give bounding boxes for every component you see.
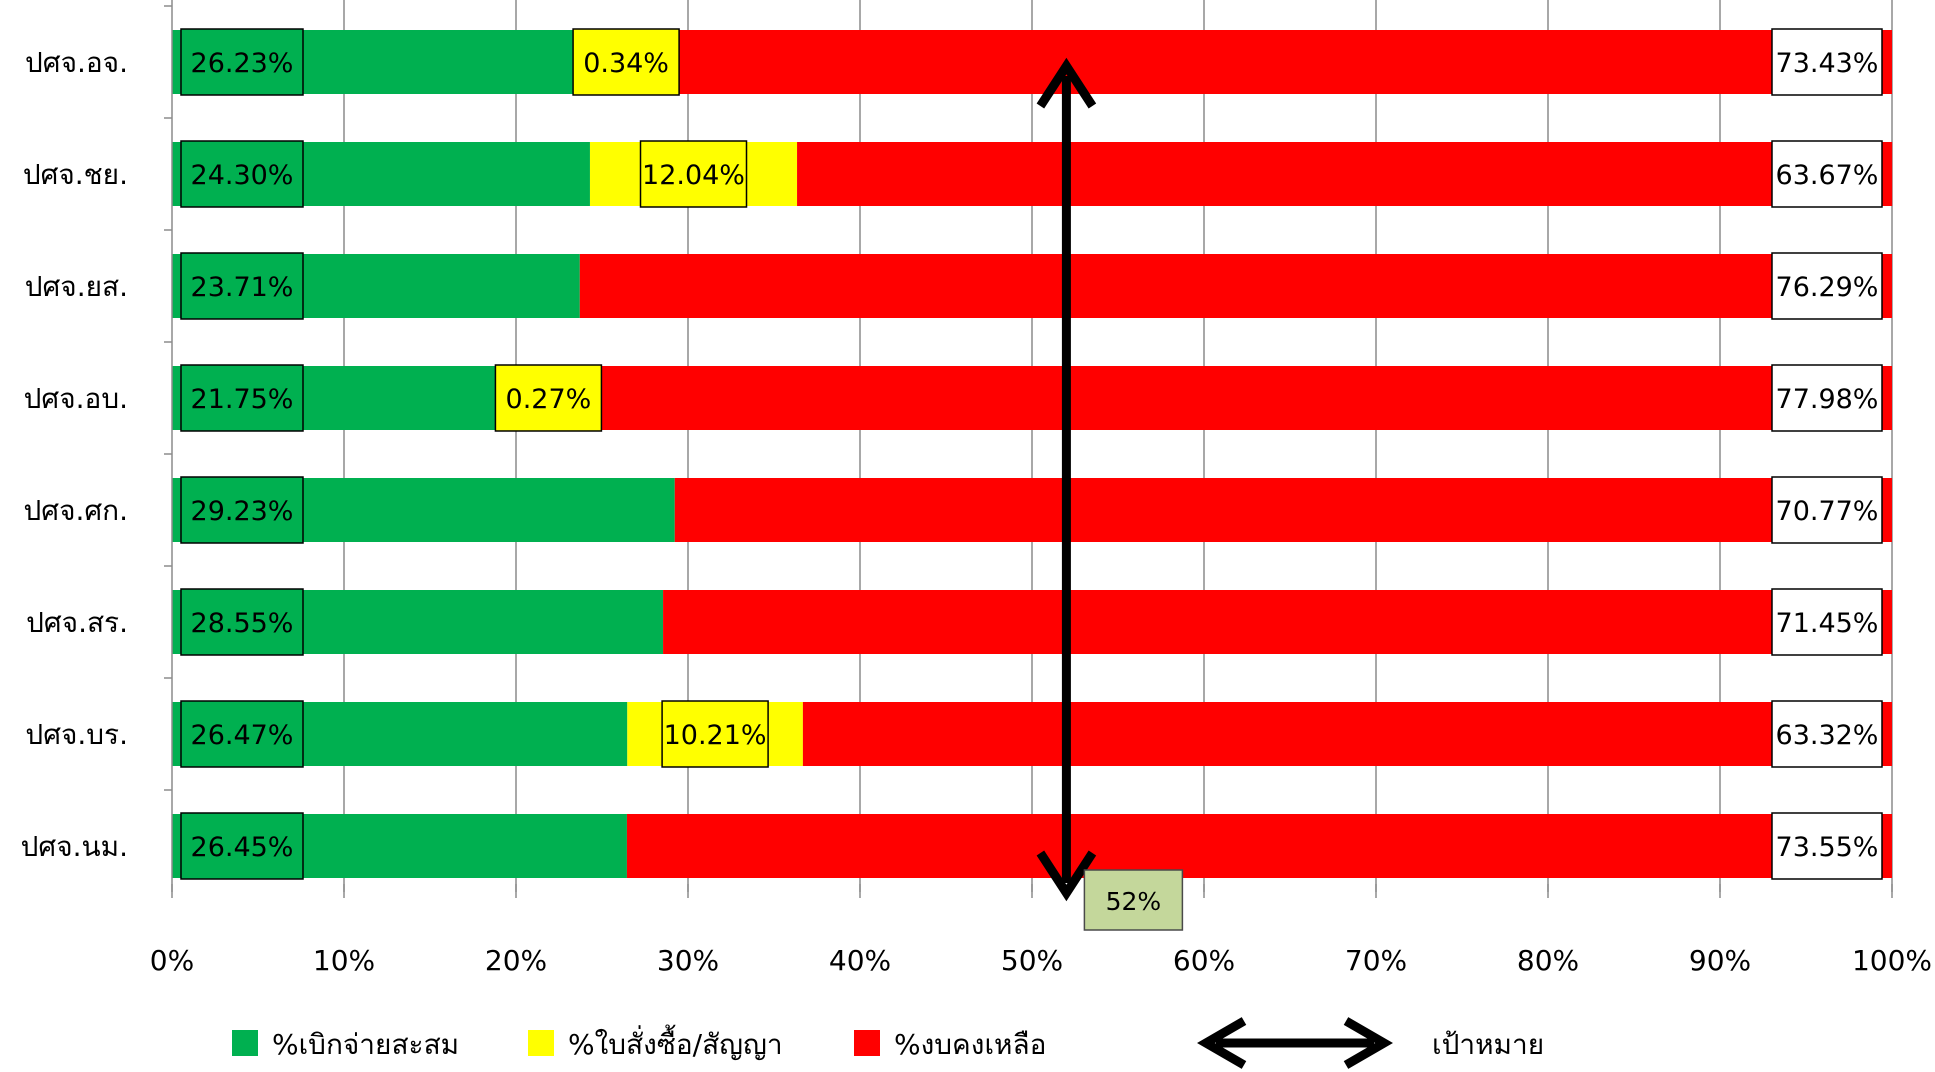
bar-segment xyxy=(550,366,1892,430)
data-label-box xyxy=(1771,588,1883,656)
category-label: ปศจ.ยส. xyxy=(25,270,128,303)
data-label-box xyxy=(661,700,769,768)
data-label-box xyxy=(180,28,304,96)
data-label: 63.67% xyxy=(1776,160,1879,191)
data-label: 10.21% xyxy=(664,720,767,751)
legend-label: %ใบสั่งซื้อ/สัญญา xyxy=(568,1024,783,1061)
data-label: 70.77% xyxy=(1776,496,1879,527)
legend-swatch xyxy=(854,1030,880,1056)
target-arrow-head-bottom xyxy=(1036,850,1097,902)
bar-segment xyxy=(802,702,1892,766)
x-tick-label: 100% xyxy=(1852,944,1932,977)
x-tick-label: 60% xyxy=(1173,944,1235,977)
x-tick-label: 30% xyxy=(657,944,719,977)
category-label: ปศจ.อจ. xyxy=(25,46,128,79)
data-label: 21.75% xyxy=(191,384,294,415)
category-label: ปศจ.ศก. xyxy=(24,494,128,527)
data-label-box xyxy=(1771,700,1883,768)
target-label-box xyxy=(1083,869,1184,931)
data-label-box xyxy=(1771,812,1883,880)
data-label-box xyxy=(180,252,304,320)
x-tick-label: 20% xyxy=(485,944,547,977)
data-label: 0.34% xyxy=(583,48,669,79)
data-label-box xyxy=(180,364,304,432)
legend-target-arrow-head-right xyxy=(1343,1017,1393,1069)
data-label-box xyxy=(180,700,304,768)
data-label: 63.32% xyxy=(1776,720,1879,751)
data-label-box xyxy=(180,812,304,880)
legend-label: %งบคงเหลือ xyxy=(894,1028,1046,1061)
bar-segment xyxy=(663,590,1892,654)
data-label: 12.04% xyxy=(642,160,745,191)
bar-segment xyxy=(626,814,1893,878)
x-tick-label: 40% xyxy=(829,944,891,977)
data-label: 23.71% xyxy=(191,272,294,303)
target-marker: 52% xyxy=(1036,57,1184,931)
x-tick-label: 10% xyxy=(313,944,375,977)
data-label: 73.43% xyxy=(1776,48,1879,79)
data-label-box xyxy=(1771,28,1883,96)
category-label: ปศจ.บร. xyxy=(25,718,128,751)
data-label: 26.23% xyxy=(191,48,294,79)
bar-segment xyxy=(579,254,1892,318)
data-label: 28.55% xyxy=(191,608,294,639)
data-label: 71.45% xyxy=(1776,608,1879,639)
data-label-box xyxy=(1771,140,1883,208)
legend-label: เป้าหมาย xyxy=(1432,1028,1544,1061)
x-tick-label: 0% xyxy=(150,944,194,977)
legend-target-arrow-head-left xyxy=(1197,1017,1247,1069)
x-tick-label: 70% xyxy=(1345,944,1407,977)
x-tick-label: 80% xyxy=(1517,944,1579,977)
data-label: 29.23% xyxy=(191,496,294,527)
x-tick-label: 50% xyxy=(1001,944,1063,977)
target-arrow-head-top xyxy=(1036,57,1097,109)
category-label: ปศจ.ชย. xyxy=(23,158,128,191)
data-label-box xyxy=(180,476,304,544)
target-label: 52% xyxy=(1106,887,1162,916)
data-label-box xyxy=(494,364,603,432)
legend-swatch xyxy=(232,1030,258,1056)
data-label-box xyxy=(572,28,680,96)
bar-segment xyxy=(674,478,1892,542)
data-label: 77.98% xyxy=(1776,384,1879,415)
category-label: ปศจ.อบ. xyxy=(24,382,128,415)
data-label-box xyxy=(180,588,304,656)
data-label: 0.27% xyxy=(506,384,592,415)
data-label-box xyxy=(1771,364,1883,432)
x-tick-label: 90% xyxy=(1689,944,1751,977)
data-label: 26.45% xyxy=(191,832,294,863)
data-labels: 26.23% 0.34% 73.43% 24.30% 12.04% 63.67% 23.71… xyxy=(180,28,1883,880)
legend: %เบิกจ่ายสะสม %ใบสั่งซื้อ/สัญญา %งบคงเหลือ… xyxy=(232,1017,1544,1069)
axes: 0% 10% 20% 30% 40% 50% 60% 70% 80% 90% 100% ปศจ.อจ.… xyxy=(21,0,1932,977)
legend-label: %เบิกจ่ายสะสม xyxy=(272,1028,459,1061)
bar-segment xyxy=(797,142,1893,206)
bar-segment xyxy=(629,30,1892,94)
data-label: 76.29% xyxy=(1776,272,1879,303)
category-label: ปศจ.นม. xyxy=(21,830,128,863)
data-label: 26.47% xyxy=(191,720,294,751)
data-label: 24.30% xyxy=(191,160,294,191)
data-label-box xyxy=(180,140,304,208)
data-label-box xyxy=(1771,252,1883,320)
data-label-box xyxy=(1771,476,1883,544)
data-label: 73.55% xyxy=(1776,832,1879,863)
legend-swatch xyxy=(528,1030,554,1056)
category-label: ปศจ.สร. xyxy=(26,606,128,639)
data-label-box xyxy=(639,140,748,208)
